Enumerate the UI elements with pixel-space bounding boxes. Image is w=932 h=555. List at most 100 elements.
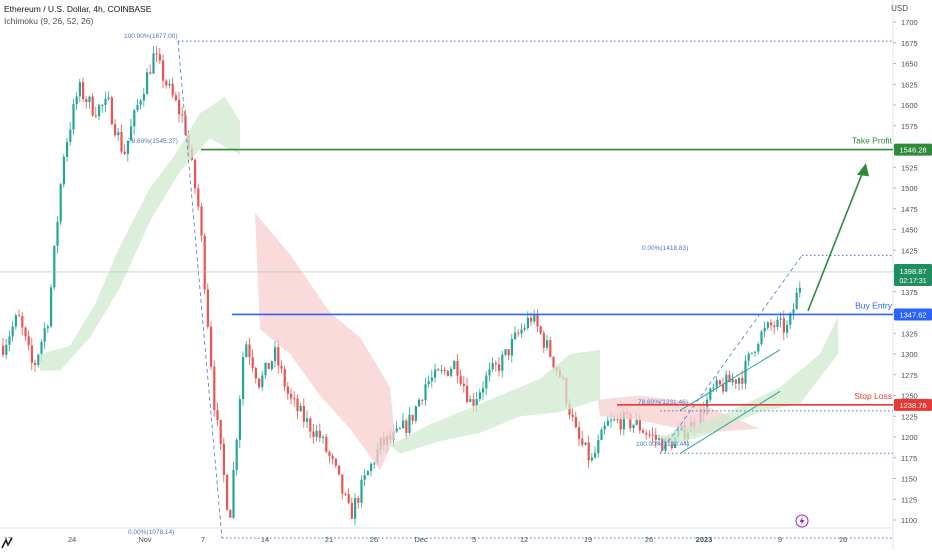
- fib-label: 100.00%(1677.00): [124, 33, 178, 40]
- candle-body: [459, 375, 462, 384]
- projection-arrow-line: [807, 168, 865, 312]
- candle-body: [664, 438, 667, 451]
- candle-body: [277, 347, 280, 366]
- ichimoku-cloud-bullish: [40, 96, 240, 371]
- candle-body: [424, 384, 427, 400]
- x-tick-label: 21: [325, 535, 333, 544]
- candle-body: [344, 493, 347, 495]
- candle-body: [293, 398, 296, 400]
- y-tick-label: 1475: [901, 205, 918, 214]
- candle-body: [88, 96, 91, 103]
- candle-body: [411, 414, 414, 421]
- y-tick-label: 1675: [901, 39, 918, 48]
- candle-body: [754, 351, 757, 353]
- y-tick-label: 1650: [901, 60, 918, 69]
- candle-body: [402, 420, 405, 429]
- fib-trendline: [177, 41, 223, 539]
- candle-body: [123, 151, 126, 155]
- candle-body: [34, 362, 37, 365]
- candle-body: [642, 430, 645, 433]
- candle-body: [72, 104, 75, 130]
- candle-body: [347, 494, 350, 503]
- candle-body: [581, 438, 584, 445]
- y-tick-label: 1700: [901, 18, 918, 27]
- candle-body: [312, 431, 315, 437]
- candle-body: [421, 399, 424, 401]
- ichimoku-cloud-bullish: [390, 349, 600, 454]
- y-tick-label: 1225: [901, 412, 918, 421]
- stop-loss-tag-text: 1238.76: [899, 401, 926, 410]
- candle-body: [328, 451, 331, 457]
- candle-body: [56, 221, 59, 246]
- buy-entry-tag[interactable]: [894, 308, 932, 321]
- candle-body: [62, 156, 65, 185]
- candle-body: [245, 344, 248, 358]
- candle-body: [210, 326, 213, 367]
- x-tick-label: 5: [472, 535, 476, 544]
- candle-body: [770, 322, 773, 326]
- candle-body: [526, 317, 529, 328]
- candle-body: [648, 434, 651, 436]
- candle-body: [24, 327, 27, 337]
- x-tick-label: 2023: [696, 535, 713, 544]
- candle-body: [18, 315, 21, 317]
- candle-body: [610, 419, 613, 421]
- candle-body: [757, 343, 760, 352]
- candle-body: [603, 425, 606, 430]
- candle-body: [773, 325, 776, 328]
- fib-label: 100.00%(1180.44): [636, 441, 689, 448]
- candle-body: [587, 442, 590, 461]
- fib-label: 0.00%(1418.83): [642, 245, 688, 252]
- candle-body: [315, 430, 318, 437]
- x-tick-label: 16: [839, 535, 847, 544]
- candle-body: [30, 345, 33, 363]
- lightning-icon: [799, 516, 805, 526]
- y-tick-label: 1500: [901, 184, 918, 193]
- candle-body: [594, 453, 597, 458]
- candle-body: [475, 399, 478, 406]
- candle-body: [94, 115, 97, 117]
- candle-body: [792, 309, 795, 314]
- candle-body: [229, 509, 232, 518]
- candle-body: [178, 100, 181, 115]
- fib-trendline: [659, 255, 803, 454]
- current-price-tag[interactable]: [894, 263, 932, 286]
- y-tick-label: 1100: [901, 516, 917, 525]
- countdown-text: 02:17:31: [899, 278, 926, 285]
- take-profit-label: Take Profit: [852, 136, 893, 146]
- candle-body: [418, 399, 421, 407]
- candle-body: [280, 365, 283, 369]
- candle-body: [590, 457, 593, 461]
- y-tick-label: 1525: [901, 163, 918, 172]
- candle-body: [619, 419, 622, 430]
- ichimoku-cloud-bullish: [660, 316, 838, 446]
- stop-loss-label: Stop Loss: [854, 391, 892, 401]
- candle-body: [523, 327, 526, 330]
- stop-loss-tag[interactable]: [894, 398, 932, 411]
- candle-body: [341, 474, 344, 494]
- candle-body: [264, 362, 267, 376]
- x-tick-label: 17: [4, 535, 12, 544]
- candle-body: [104, 98, 107, 106]
- y-tick-label: 1325: [901, 329, 918, 338]
- candle-body: [242, 357, 245, 400]
- candle-body: [546, 340, 549, 348]
- candle-body: [120, 132, 123, 152]
- candle-body: [139, 100, 142, 105]
- candle-body: [549, 340, 552, 357]
- candle-body: [578, 427, 581, 439]
- candle-body: [117, 132, 120, 136]
- indicator-legend[interactable]: Ichimoku (9, 26, 52, 26): [4, 16, 94, 26]
- candle-body: [613, 419, 616, 421]
- take-profit-tag[interactable]: [894, 143, 932, 156]
- candle-body: [302, 405, 305, 422]
- y-tick-label: 1250: [901, 392, 918, 401]
- candle-body: [43, 328, 46, 342]
- candle-body: [200, 206, 203, 236]
- candle-body: [75, 96, 78, 105]
- candle-body: [504, 349, 507, 355]
- candle-body: [238, 399, 241, 440]
- candle-body: [283, 368, 286, 387]
